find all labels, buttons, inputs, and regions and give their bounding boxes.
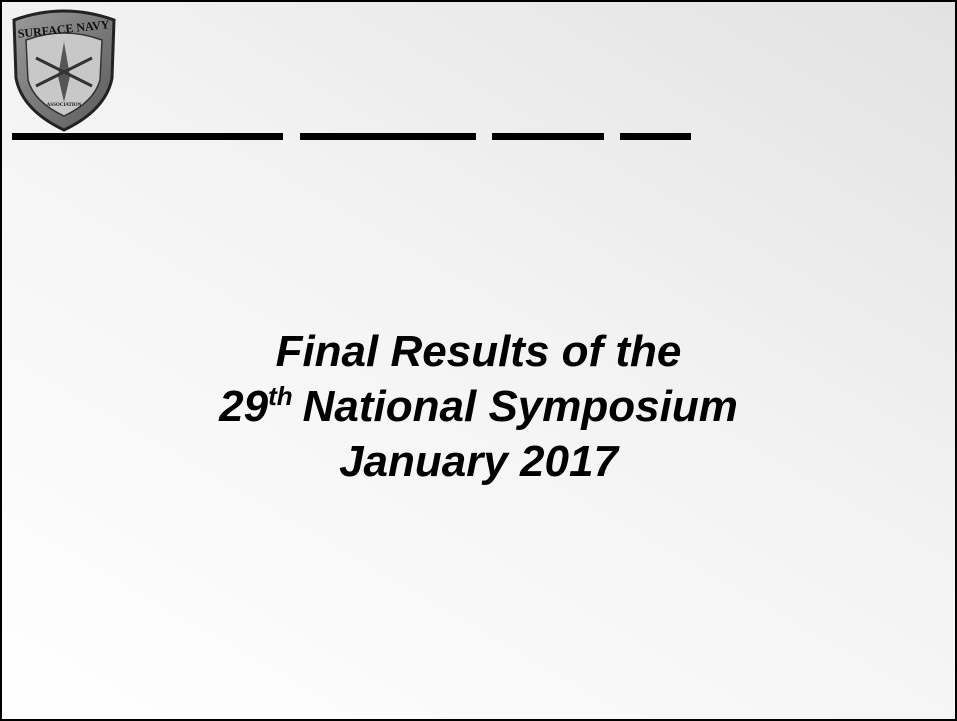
rule (12, 133, 283, 140)
rule (492, 133, 604, 140)
rule (620, 133, 691, 140)
logo: SURFACE NAVY ASSOCIATION (12, 9, 116, 132)
sword (35, 56, 93, 88)
title-line: January 2017 (339, 437, 618, 486)
title-number: 29 (219, 382, 269, 431)
title-line: 29th National Symposium (2, 379, 955, 434)
title-text: National Symposium (302, 382, 738, 431)
title-suffix: th (268, 381, 293, 411)
logo-bottom-text: ASSOCIATION (47, 103, 82, 108)
rule (300, 133, 476, 140)
title-line: Final Results of the (275, 327, 682, 376)
title: Final Results of the 29th National Sympos… (2, 324, 955, 489)
